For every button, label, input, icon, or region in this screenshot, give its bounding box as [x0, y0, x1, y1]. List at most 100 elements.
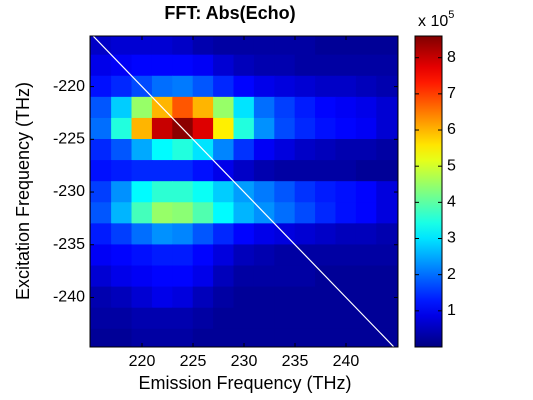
contour-cell — [274, 307, 296, 330]
contour-cell — [131, 286, 153, 309]
contour-cell — [233, 286, 255, 309]
contour-cell — [294, 265, 316, 288]
contour-cell — [172, 328, 194, 347]
contour-cell — [335, 54, 357, 77]
contour-cell — [294, 160, 316, 182]
colorbar-tick-label: 2 — [447, 266, 456, 283]
contour-cell — [294, 36, 316, 56]
y-tick-label: -235 — [53, 236, 85, 253]
contour-cell — [111, 328, 133, 347]
contour-cell — [335, 36, 357, 56]
contour-cell — [131, 202, 153, 224]
contour-cell — [151, 139, 173, 161]
contour-cell — [213, 328, 235, 347]
contour-cell — [335, 139, 357, 161]
contour-cell — [90, 328, 112, 347]
contour-cell — [294, 139, 316, 161]
contour-cell — [315, 139, 337, 161]
contour-cell — [131, 36, 153, 56]
contour-cell — [355, 328, 377, 347]
contour-cell — [335, 223, 357, 246]
contour-cell — [315, 54, 337, 77]
colorbar-tick-label: 6 — [447, 121, 456, 138]
colorbar-tick-label: 3 — [447, 230, 456, 247]
contour-cell — [192, 160, 214, 182]
contour-cell — [253, 286, 275, 309]
contour-cell — [335, 117, 357, 140]
contour-cell — [172, 244, 194, 267]
contour-cell — [253, 96, 275, 119]
contour-cell — [213, 139, 235, 161]
contour-cell — [253, 75, 275, 98]
plot-frame — [89, 35, 399, 348]
contour-cell — [111, 244, 133, 267]
contour-cell — [294, 307, 316, 330]
contour-cell — [192, 307, 214, 330]
contour-cell — [376, 244, 398, 267]
contour-cell — [335, 96, 357, 119]
contour-cell — [253, 54, 275, 77]
contour-cell — [213, 117, 235, 140]
contour-cell — [90, 223, 112, 246]
contour-cell — [213, 75, 235, 98]
contour-cell — [172, 160, 194, 182]
contour-cell — [294, 117, 316, 140]
x-tick-label: 220 — [129, 353, 156, 370]
contour-cell — [253, 328, 275, 347]
contour-cell — [355, 244, 377, 267]
contour-cell — [131, 54, 153, 77]
contour-cell — [90, 265, 112, 288]
contour-cell — [233, 307, 255, 330]
contour-cell — [376, 223, 398, 246]
contour-cell — [376, 139, 398, 161]
contour-cell — [192, 223, 214, 246]
y-axis-label: Excitation Frequency (THz) — [13, 82, 33, 300]
contour-cell — [274, 244, 296, 267]
contour-cell — [274, 96, 296, 119]
contour-cell — [131, 181, 153, 203]
contour-cell — [233, 244, 255, 267]
contour-cell — [274, 117, 296, 140]
contour-cell — [376, 96, 398, 119]
contour-cell — [274, 202, 296, 224]
contour-cell — [253, 117, 275, 140]
contour-cell — [274, 75, 296, 98]
y-tick-label: -230 — [53, 183, 85, 200]
contour-cell — [253, 36, 275, 56]
contour-cell — [111, 307, 133, 330]
contour-cell — [192, 202, 214, 224]
contour-cell — [376, 265, 398, 288]
contour-cell — [213, 265, 235, 288]
contour-cell — [172, 202, 194, 224]
contour-cell — [274, 54, 296, 77]
contour-cell — [376, 181, 398, 203]
contour-cell — [233, 139, 255, 161]
contour-cell — [335, 328, 357, 347]
contour-cell — [274, 265, 296, 288]
contour-cell — [192, 265, 214, 288]
contour-cell — [315, 117, 337, 140]
contour-cell — [151, 265, 173, 288]
colorbar-tick-label: 1 — [447, 302, 456, 319]
contour-cell — [253, 223, 275, 246]
contour-cell — [315, 160, 337, 182]
contour-cell — [274, 36, 296, 56]
contour-cell — [90, 117, 112, 140]
contour-cell — [90, 286, 112, 309]
contour-cell — [253, 307, 275, 330]
colorbar-multiplier: x 10 — [418, 13, 448, 30]
contour-cell — [213, 223, 235, 246]
contour-cell — [294, 286, 316, 309]
contour-cell — [233, 96, 255, 119]
contour-cell — [172, 75, 194, 98]
contour-cell — [90, 75, 112, 98]
contour-cell — [213, 36, 235, 56]
contour-field — [90, 36, 398, 347]
contour-cell — [233, 223, 255, 246]
contour-cell — [355, 139, 377, 161]
colorbar-label: x 105 — [418, 9, 454, 30]
x-tick-label: 230 — [231, 353, 258, 370]
contour-cell — [315, 202, 337, 224]
contour-cell — [151, 286, 173, 309]
